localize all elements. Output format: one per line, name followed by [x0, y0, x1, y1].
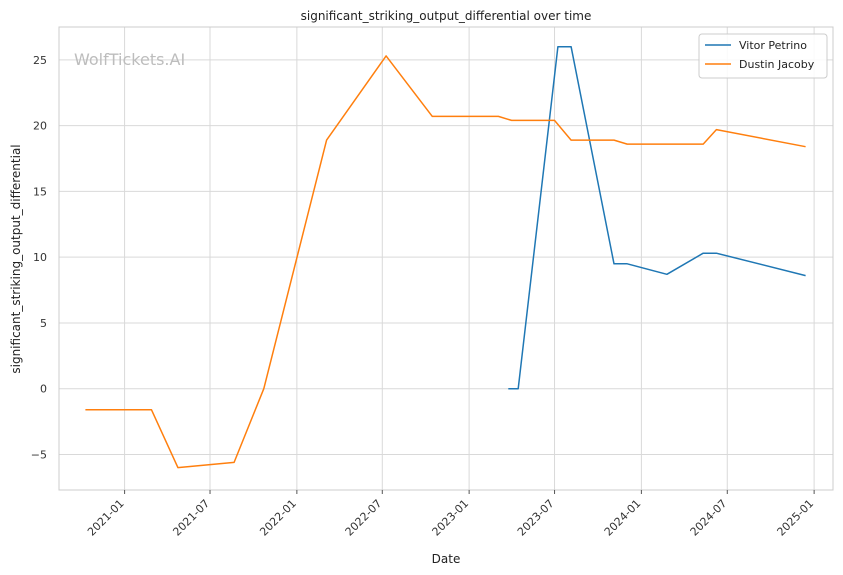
- y-tick-label: 10: [33, 251, 47, 264]
- legend-label: Vitor Petrino: [739, 39, 807, 52]
- y-tick-label: −5: [31, 448, 47, 461]
- x-tick-label: 2024-07: [688, 497, 730, 539]
- chart-title: significant_striking_output_differential…: [301, 9, 592, 23]
- grid: [59, 27, 833, 490]
- x-axis-title: Date: [432, 552, 461, 566]
- y-tick-label: 25: [33, 54, 47, 67]
- y-tick-label: 15: [33, 185, 47, 198]
- plot-area: [58, 26, 834, 491]
- axis-ticks: 2021-01 2021-07 2022-01 2022-07 2023-01 2023-…: [31, 54, 816, 539]
- series-line-0: [508, 45, 806, 390]
- x-tick-label: 2022-07: [343, 497, 385, 539]
- x-tick-label: 2025-01: [775, 497, 817, 539]
- y-axis-title: significant_striking_output_differential: [9, 144, 23, 373]
- watermark-text: WolfTickets.AI: [74, 50, 185, 69]
- x-tick-label: 2023-01: [430, 497, 472, 539]
- x-tick-label: 2022-01: [257, 497, 299, 539]
- legend-label: Dustin Jacoby: [739, 58, 815, 71]
- y-tick-label: 5: [40, 317, 47, 330]
- x-tick-label: 2021-07: [170, 497, 212, 539]
- legend: Vitor Petrino Dustin Jacoby: [698, 33, 828, 79]
- x-tick-label: 2024-01: [602, 497, 644, 539]
- series-lines: [85, 45, 806, 469]
- y-tick-label: 0: [40, 383, 47, 396]
- x-tick-label: 2021-01: [85, 497, 127, 539]
- x-tick-label: 2023-07: [515, 497, 557, 539]
- y-tick-label: 20: [33, 120, 47, 133]
- series-line-1: [85, 55, 806, 469]
